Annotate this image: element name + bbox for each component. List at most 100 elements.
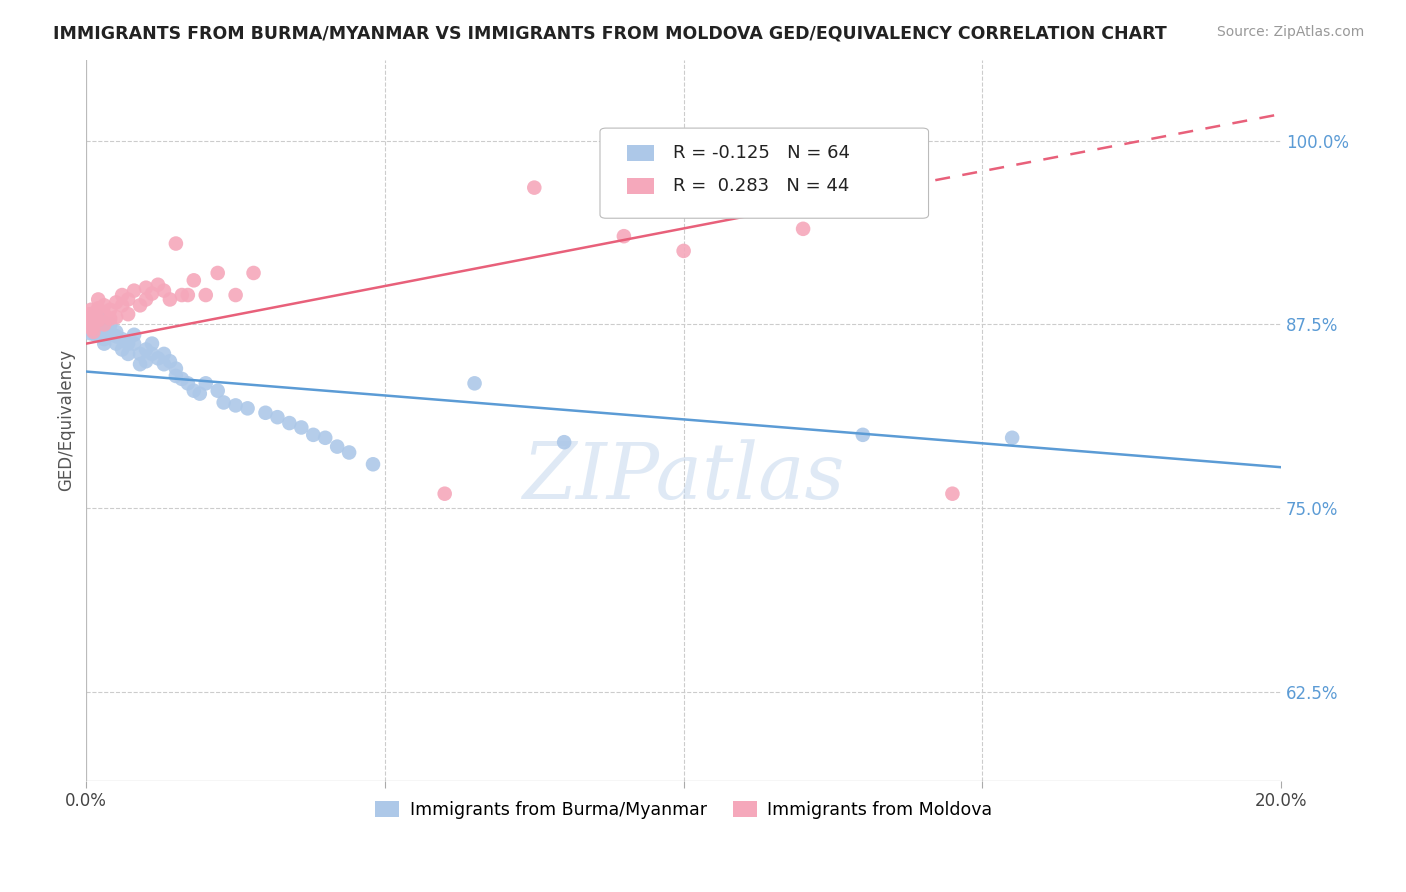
Point — [111, 343, 134, 357]
Point — [105, 325, 128, 339]
Point — [77, 322, 100, 336]
Point — [326, 440, 349, 454]
Point — [82, 325, 104, 339]
Point — [98, 325, 121, 339]
Point — [129, 357, 152, 371]
Point — [98, 311, 121, 326]
Point — [852, 427, 875, 442]
Point — [135, 354, 157, 368]
Point — [941, 486, 963, 500]
Point — [146, 351, 169, 366]
Legend: Immigrants from Burma/Myanmar, Immigrants from Moldova: Immigrants from Burma/Myanmar, Immigrant… — [368, 794, 1000, 826]
Point — [93, 316, 115, 330]
Point — [82, 310, 104, 325]
Point — [105, 295, 128, 310]
Point — [117, 336, 139, 351]
Point — [82, 316, 104, 330]
Point — [188, 386, 211, 401]
Point — [111, 332, 134, 346]
Point — [87, 293, 110, 307]
Point — [93, 332, 115, 346]
Bar — [627, 145, 654, 161]
Point — [159, 293, 181, 307]
Point — [153, 357, 176, 371]
Point — [314, 431, 336, 445]
Point — [90, 322, 112, 336]
Point — [87, 327, 110, 342]
Point — [212, 395, 235, 409]
Point — [82, 320, 104, 334]
Point — [82, 325, 104, 339]
Point — [117, 293, 139, 307]
Point — [93, 298, 115, 312]
Point — [242, 266, 264, 280]
Point — [464, 376, 486, 391]
Point — [225, 398, 247, 412]
Point — [207, 384, 229, 398]
Point — [141, 347, 163, 361]
Point — [141, 336, 163, 351]
Text: R = -0.125   N = 64: R = -0.125 N = 64 — [673, 145, 849, 162]
Point — [77, 307, 100, 321]
Point — [266, 410, 288, 425]
Point — [207, 266, 229, 280]
Point — [111, 298, 134, 312]
Point — [87, 301, 110, 316]
Point — [105, 310, 128, 325]
Point — [135, 293, 157, 307]
Point — [87, 313, 110, 327]
Point — [165, 369, 187, 384]
Point — [177, 376, 200, 391]
Point — [93, 318, 115, 332]
Point — [141, 286, 163, 301]
Point — [82, 322, 104, 336]
Point — [135, 343, 157, 357]
Point — [98, 302, 121, 317]
Point — [84, 306, 107, 320]
Point — [80, 302, 103, 317]
Point — [122, 336, 145, 351]
Y-axis label: GED/Equivalency: GED/Equivalency — [58, 349, 75, 491]
Text: Source: ZipAtlas.com: Source: ZipAtlas.com — [1216, 25, 1364, 39]
Point — [183, 273, 205, 287]
Point — [672, 244, 695, 258]
Bar — [627, 178, 654, 194]
Point — [93, 307, 115, 321]
Point — [82, 316, 104, 330]
Point — [105, 329, 128, 343]
Point — [254, 406, 277, 420]
Point — [93, 325, 115, 339]
Point — [87, 318, 110, 332]
Point — [82, 310, 104, 325]
FancyBboxPatch shape — [600, 128, 928, 219]
Point — [146, 277, 169, 292]
Point — [111, 288, 134, 302]
Point — [165, 236, 187, 251]
Point — [84, 327, 107, 342]
Point — [361, 457, 384, 471]
Point — [170, 372, 193, 386]
Point — [792, 222, 814, 236]
Point — [93, 336, 115, 351]
Point — [79, 326, 101, 341]
Point — [153, 347, 176, 361]
Point — [105, 336, 128, 351]
Point — [170, 288, 193, 302]
Point — [135, 281, 157, 295]
Point — [278, 416, 301, 430]
Point — [236, 401, 259, 416]
Point — [153, 284, 176, 298]
Point — [87, 310, 110, 325]
Point — [77, 313, 100, 327]
Point — [77, 316, 100, 330]
Point — [337, 445, 360, 459]
Point — [159, 354, 181, 368]
Point — [523, 180, 546, 194]
Text: R =  0.283   N = 44: R = 0.283 N = 44 — [673, 177, 849, 194]
Text: IMMIGRANTS FROM BURMA/MYANMAR VS IMMIGRANTS FROM MOLDOVA GED/EQUIVALENCY CORRELA: IMMIGRANTS FROM BURMA/MYANMAR VS IMMIGRA… — [53, 25, 1167, 43]
Point — [177, 288, 200, 302]
Point — [165, 361, 187, 376]
Point — [98, 318, 121, 332]
Point — [98, 327, 121, 342]
Point — [82, 314, 104, 328]
